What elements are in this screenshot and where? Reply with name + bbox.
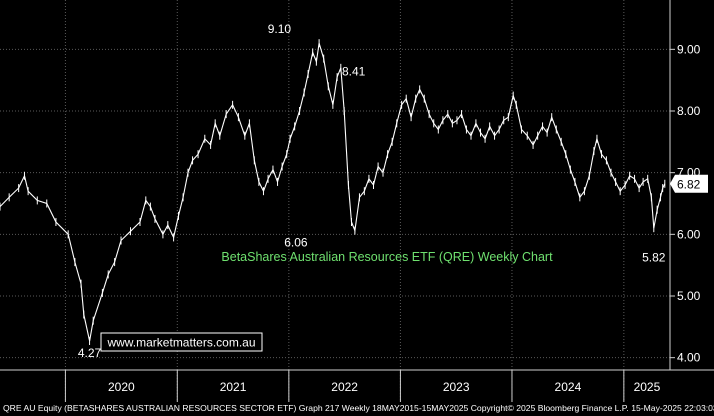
price-annotations: 9.10 8.41 6.06 4.27 5.82 <box>78 22 666 360</box>
footer-source: QRE AU Equity (BETASHARES AUSTRALIAN RES… <box>3 403 714 413</box>
series-line-0 <box>0 43 666 342</box>
y-tick-label-1: 8.00 <box>677 104 701 118</box>
x-tick-label-3: 2023 <box>443 380 470 394</box>
x-tick-label-2: 2022 <box>331 380 358 394</box>
last-price-tag: 6.82 <box>670 174 708 193</box>
annotation-2: 6.06 <box>284 236 308 250</box>
x-tick-label-4: 2024 <box>555 380 582 394</box>
chart-gridlines <box>0 48 670 359</box>
price-series <box>0 39 666 346</box>
year-gridlines <box>64 0 625 402</box>
y-tick-label-0: 9.00 <box>677 42 701 56</box>
watermark-frame <box>100 332 263 352</box>
x-tick-label-5: 2025 <box>634 380 661 394</box>
last-price-tag-shape <box>670 174 708 193</box>
y-tick-label-5: 4.00 <box>677 351 701 365</box>
y-tick-label-3: 6.00 <box>677 227 701 241</box>
y-tick-label-4: 5.00 <box>677 289 701 303</box>
watermark-text: www.marketmatters.com.au <box>106 336 255 350</box>
watermark-box: www.marketmatters.com.au <box>100 332 263 352</box>
y-axis: 9.008.007.006.005.004.00 <box>670 42 701 365</box>
x-tick-label-0: 2020 <box>108 380 135 394</box>
x-tick-label-1: 2021 <box>220 380 247 394</box>
annotation-0: 9.10 <box>268 22 292 36</box>
annotation-3: 4.27 <box>78 346 102 360</box>
annotation-1: 8.41 <box>342 65 366 79</box>
chart-title: BetaShares Australian Resources ETF (QRE… <box>221 250 553 264</box>
x-axis: 2020 2021 2022 2023 2024 2025 <box>64 370 661 402</box>
annotation-4: 5.82 <box>642 250 666 264</box>
last-price-value: 6.82 <box>677 177 701 191</box>
